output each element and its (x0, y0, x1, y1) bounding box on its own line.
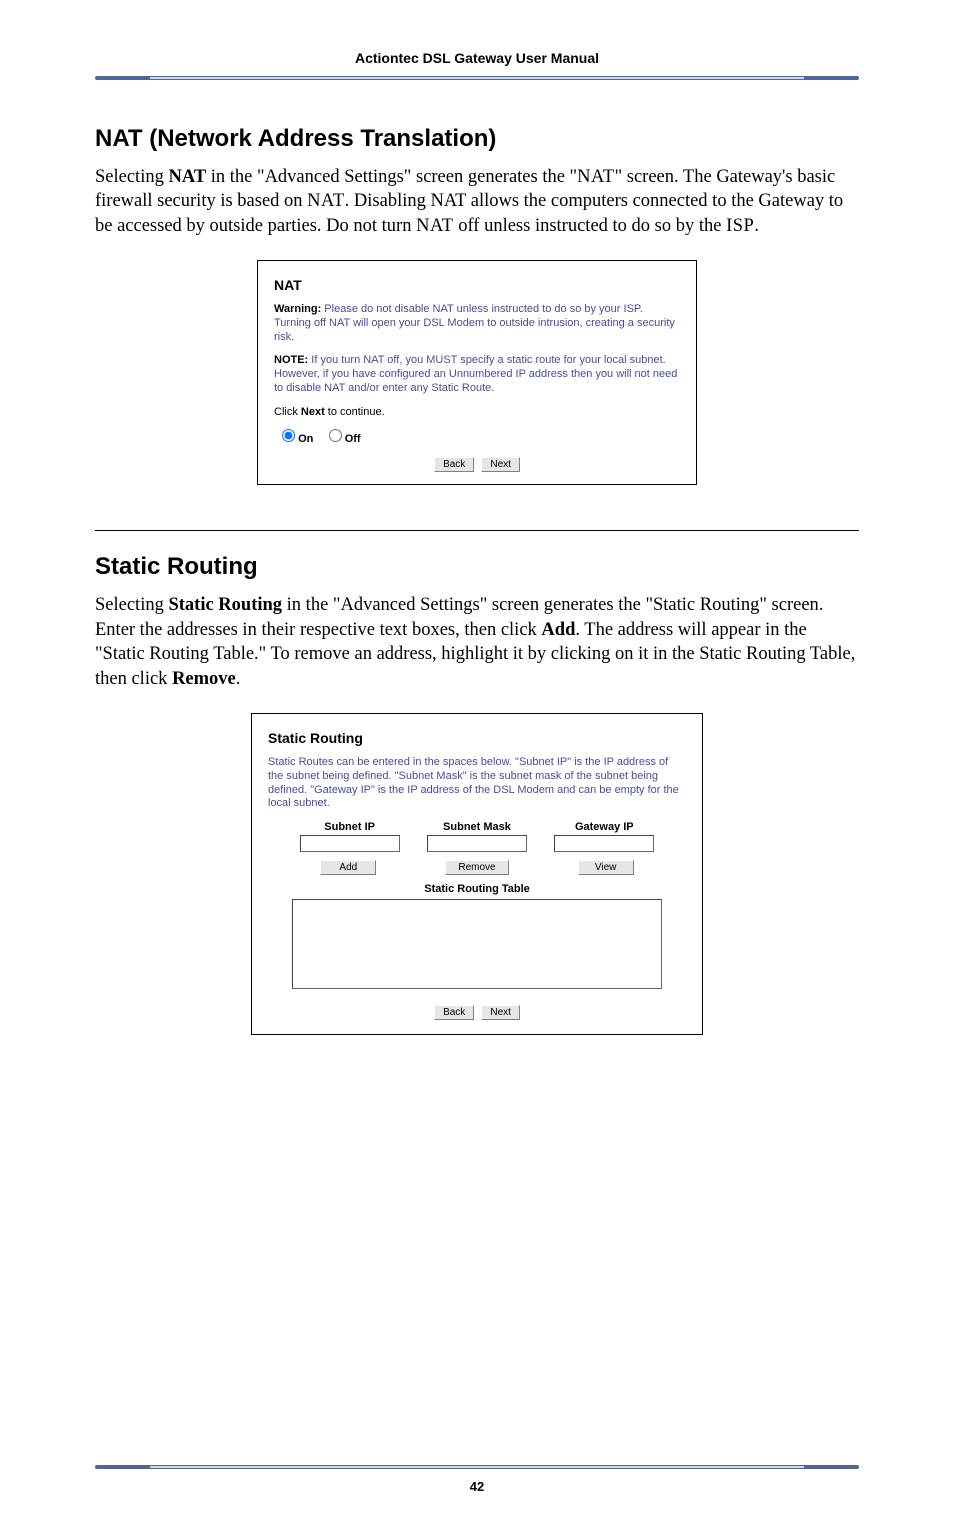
static-routing-table[interactable] (292, 899, 662, 989)
nat-back-button[interactable]: Back (434, 457, 474, 472)
page-number: 42 (95, 1479, 859, 1524)
label-gateway-ip: Gateway IP (554, 821, 654, 833)
static-routing-table-title: Static Routing Table (268, 883, 686, 895)
header-rule (95, 76, 859, 80)
section-divider (95, 530, 859, 531)
nat-click-next: Click Next to continue. (274, 406, 680, 420)
static-next-button[interactable]: Next (481, 1005, 520, 1020)
static-back-button[interactable]: Back (434, 1005, 474, 1020)
nat-panel-title: NAT (274, 277, 680, 293)
section-heading-static: Static Routing (95, 553, 859, 581)
input-subnet-ip[interactable] (300, 835, 400, 852)
add-button[interactable]: Add (320, 860, 376, 875)
nat-warning: Warning: Please do not disable NAT unles… (274, 303, 680, 344)
view-button[interactable]: View (578, 860, 634, 875)
input-subnet-mask[interactable] (427, 835, 527, 852)
label-subnet-ip: Subnet IP (300, 821, 400, 833)
nat-radio-on[interactable]: On (282, 433, 313, 445)
section2-paragraph: Selecting Static Routing in the "Advance… (95, 593, 859, 691)
section-heading-nat: NAT (Network Address Translation) (95, 125, 859, 153)
footer-rule (95, 1465, 859, 1469)
page-header: Actiontec DSL Gateway User Manual (355, 50, 599, 66)
input-gateway-ip[interactable] (554, 835, 654, 852)
remove-button[interactable]: Remove (445, 860, 509, 875)
nat-radio-off[interactable]: Off (329, 433, 361, 445)
nat-panel: NAT Warning: Please do not disable NAT u… (257, 260, 697, 485)
nat-note: NOTE: If you turn NAT off, you MUST spec… (274, 354, 680, 395)
static-routing-panel: Static Routing Static Routes can be ente… (251, 713, 703, 1035)
nat-next-button[interactable]: Next (481, 457, 520, 472)
static-panel-title: Static Routing (268, 730, 686, 746)
label-subnet-mask: Subnet Mask (427, 821, 527, 833)
static-panel-desc: Static Routes can be entered in the spac… (268, 756, 686, 811)
section1-paragraph: Selecting NAT in the "Advanced Settings"… (95, 165, 859, 238)
